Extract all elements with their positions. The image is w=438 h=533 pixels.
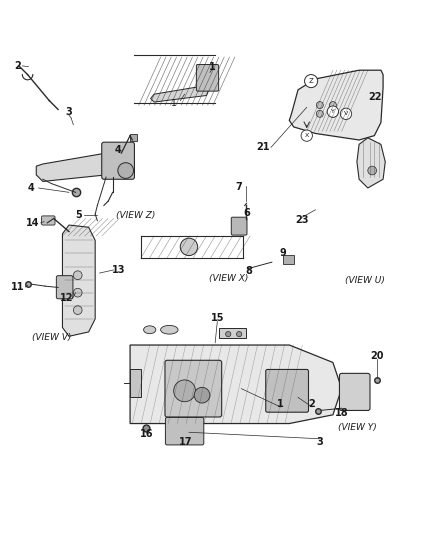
Text: 11: 11	[11, 282, 25, 292]
FancyBboxPatch shape	[196, 64, 218, 91]
Polygon shape	[36, 153, 119, 181]
FancyBboxPatch shape	[231, 217, 247, 235]
Circle shape	[339, 108, 351, 119]
Circle shape	[300, 130, 312, 141]
Text: 21: 21	[256, 142, 269, 152]
Text: 3: 3	[316, 437, 322, 447]
Text: 1: 1	[170, 99, 176, 108]
FancyBboxPatch shape	[339, 374, 369, 410]
Text: Z: Z	[308, 78, 313, 84]
Text: 4: 4	[115, 144, 121, 155]
FancyBboxPatch shape	[42, 216, 55, 225]
Text: V: V	[343, 111, 347, 116]
Circle shape	[316, 102, 322, 109]
Text: 18: 18	[334, 408, 348, 418]
Text: 23: 23	[295, 215, 308, 225]
Text: 5: 5	[75, 210, 82, 220]
Circle shape	[73, 306, 82, 314]
Ellipse shape	[160, 325, 178, 334]
Text: 14: 14	[26, 218, 39, 228]
Circle shape	[73, 288, 82, 297]
Circle shape	[236, 332, 241, 337]
FancyBboxPatch shape	[265, 369, 308, 412]
Circle shape	[173, 380, 195, 402]
FancyBboxPatch shape	[165, 417, 203, 445]
Polygon shape	[356, 138, 385, 188]
Circle shape	[328, 102, 336, 109]
Circle shape	[225, 332, 230, 337]
Circle shape	[367, 166, 376, 175]
Text: 9: 9	[279, 247, 286, 257]
Text: (VIEW Z): (VIEW Z)	[116, 211, 155, 220]
FancyBboxPatch shape	[56, 276, 73, 299]
Text: (VIEW U): (VIEW U)	[344, 276, 384, 285]
FancyBboxPatch shape	[165, 360, 221, 417]
Text: 17: 17	[178, 437, 192, 447]
Circle shape	[328, 110, 336, 117]
Text: 1: 1	[208, 62, 215, 72]
Text: 2: 2	[14, 61, 21, 71]
Text: 12: 12	[60, 293, 74, 303]
Text: (VIEW X): (VIEW X)	[208, 274, 247, 283]
Polygon shape	[150, 85, 208, 102]
Polygon shape	[130, 369, 141, 398]
Text: 22: 22	[367, 92, 381, 102]
Text: 3: 3	[65, 107, 72, 117]
Circle shape	[180, 238, 197, 256]
Bar	[130, 134, 136, 141]
Text: 16: 16	[139, 430, 152, 439]
Text: X: X	[304, 133, 308, 138]
FancyBboxPatch shape	[102, 142, 134, 179]
Text: 13: 13	[112, 265, 126, 275]
Text: 20: 20	[370, 351, 383, 361]
Circle shape	[316, 110, 322, 117]
Text: 2: 2	[308, 399, 314, 409]
Polygon shape	[219, 328, 245, 338]
Text: 6: 6	[243, 208, 249, 219]
Circle shape	[194, 387, 209, 403]
Circle shape	[304, 75, 317, 87]
Text: 4: 4	[28, 183, 34, 193]
Polygon shape	[130, 345, 341, 424]
Bar	[282, 255, 293, 264]
Text: 8: 8	[245, 266, 252, 276]
Circle shape	[73, 271, 82, 280]
Text: 15: 15	[210, 313, 223, 323]
Text: 7: 7	[234, 182, 241, 192]
Ellipse shape	[143, 326, 155, 334]
Text: (VIEW Y): (VIEW Y)	[337, 423, 375, 432]
Text: (VIEW V): (VIEW V)	[32, 333, 71, 342]
Polygon shape	[289, 70, 382, 140]
Text: Y: Y	[330, 109, 334, 114]
Text: 1: 1	[276, 399, 283, 409]
Circle shape	[117, 163, 133, 179]
Circle shape	[326, 106, 338, 117]
Polygon shape	[62, 225, 95, 336]
